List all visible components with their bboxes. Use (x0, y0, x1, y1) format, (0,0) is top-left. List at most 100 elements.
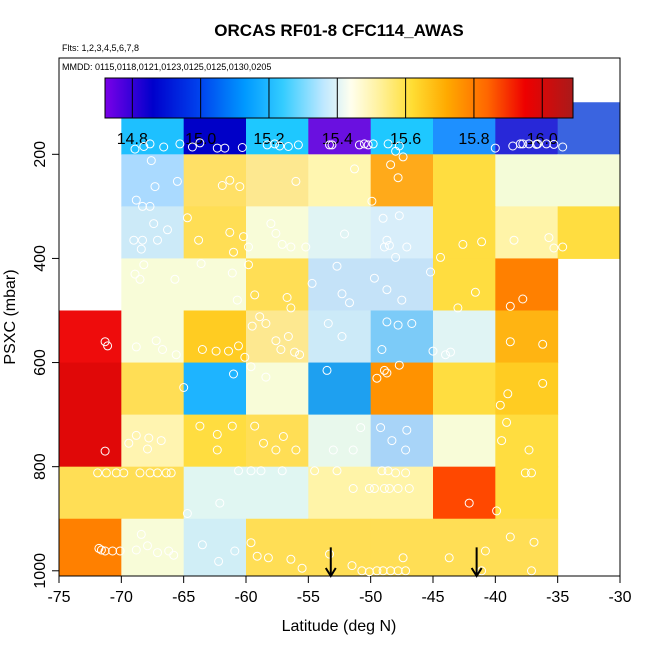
sample-marker (382, 317, 392, 327)
colorbar-dividers (131, 78, 543, 118)
sample-marker (119, 468, 129, 478)
sample-marker (270, 139, 280, 149)
sample-marker (263, 553, 273, 563)
sample-marker (145, 139, 155, 149)
sample-marker (237, 143, 247, 152)
sample-marker (135, 468, 145, 478)
sample-marker (382, 235, 392, 245)
x-tick-label: -65 (172, 589, 195, 606)
heatmap-cell (121, 258, 185, 311)
sample-marker (250, 421, 260, 431)
sample-marker (100, 446, 110, 456)
heatmap-cell (557, 206, 621, 259)
heatmap-cell (495, 518, 559, 577)
sample-marker (332, 466, 342, 476)
heatmap-cell (433, 206, 496, 259)
sample-marker (441, 350, 450, 360)
heatmap-cell (183, 362, 247, 416)
sample-marker (492, 506, 502, 516)
sample-marker (377, 345, 387, 354)
heatmap-cell (495, 310, 559, 364)
sample-marker (139, 142, 149, 151)
x-tick-label: -35 (546, 589, 569, 606)
sample-marker (96, 545, 106, 555)
colorbar-tick-label: 14.8 (117, 131, 148, 148)
sample-marker (367, 196, 377, 206)
sample-marker (490, 143, 500, 153)
sample-marker (383, 139, 393, 149)
flight-arrows (324, 547, 483, 578)
sample-marker (377, 466, 387, 476)
sample-marker (151, 336, 161, 346)
dates-note: MMDD: 0115,0118,0121,0123,0125,0125,0130… (62, 62, 271, 72)
sample-marker (247, 321, 257, 331)
sample-marker (382, 368, 392, 378)
y-tick-label: 600 (32, 349, 49, 376)
heatmap-cell (308, 206, 372, 259)
sample-marker (297, 563, 307, 573)
sample-marker (354, 140, 364, 150)
sample-marker (129, 235, 139, 245)
sample-marker (240, 352, 250, 362)
sample-marker (153, 548, 162, 558)
sample-marker (229, 247, 238, 257)
sample-marker (502, 417, 512, 427)
sample-marker (136, 244, 146, 254)
sample-marker (227, 268, 237, 278)
sample-marker (495, 400, 505, 410)
sample-marker (212, 445, 222, 455)
sample-marker (187, 142, 197, 152)
heatmap-cell (246, 362, 309, 416)
colorbar-tick-label: 15.0 (185, 131, 216, 148)
sample-marker (158, 345, 167, 354)
sample-marker (179, 383, 189, 392)
x-tick-label: -75 (47, 589, 70, 606)
x-tick-label: -30 (608, 589, 631, 606)
x-tick-label: -50 (359, 589, 382, 606)
x-axis: -75 -70 -65 -60 -55 -50 -45 -40 -35 -30 (47, 576, 632, 606)
heatmap-cell (121, 414, 185, 468)
sample-marker (384, 240, 394, 250)
sample-marker (480, 546, 490, 556)
heatmap-cell (557, 154, 621, 207)
sample-marker (503, 389, 513, 399)
heatmap-cell (495, 258, 559, 311)
sample-marker (538, 339, 548, 349)
sample-marker (348, 484, 358, 493)
heatmap-cell (246, 518, 309, 577)
sample-marker (146, 156, 156, 166)
sample-marker (379, 484, 389, 493)
sample-marker (323, 319, 333, 328)
sample-marker (286, 242, 296, 252)
sample-marker (252, 551, 262, 561)
heatmap-cell (370, 258, 434, 311)
sample-marker (225, 227, 235, 237)
sample-marker (505, 532, 515, 542)
heatmap-cell (246, 258, 309, 311)
sample-marker (348, 445, 358, 455)
sample-marker (393, 320, 403, 330)
sample-marker (368, 139, 378, 149)
sample-marker (295, 350, 305, 360)
sample-marker (378, 213, 388, 223)
sample-marker (372, 373, 382, 383)
sample-marker (214, 556, 224, 566)
colorbar-tick-label: 15.2 (253, 131, 284, 148)
sample-marker (259, 438, 268, 448)
heatmap-cell (121, 206, 185, 259)
sample-marker (225, 175, 235, 185)
sample-marker (143, 444, 152, 454)
sample-marker (322, 365, 332, 375)
sample-marker (246, 538, 256, 548)
sample-marker (215, 498, 225, 508)
sample-marker (246, 362, 256, 372)
sample-marker (153, 468, 162, 478)
sample-marker (275, 141, 285, 151)
heatmap-cell (59, 414, 122, 468)
heatmap-cell (495, 466, 559, 520)
sample-marker (220, 143, 230, 153)
sample-marker (363, 140, 373, 150)
sample-marker (227, 421, 237, 431)
sample-marker (497, 436, 507, 446)
sample-marker (327, 140, 337, 150)
